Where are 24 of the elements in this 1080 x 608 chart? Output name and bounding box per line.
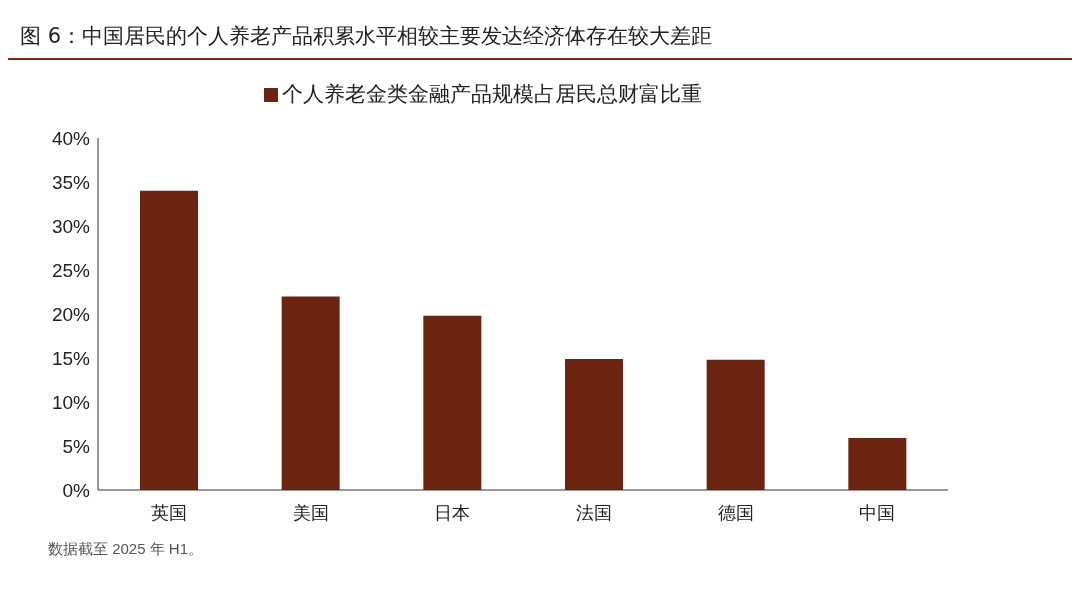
y-tick-label: 10%: [51, 391, 91, 413]
chart-title: 图 6：中国居民的个人养老产品积累水平相较主要发达经济体存在较大差距: [8, 8, 1072, 60]
bar: [423, 315, 482, 490]
bar: [281, 296, 340, 490]
x-tick-label: 中国: [859, 502, 896, 523]
y-tick-label: 35%: [51, 171, 91, 193]
y-tick-label: 20%: [51, 303, 91, 325]
x-tick-label: 英国: [150, 502, 187, 523]
x-tick-label: 法国: [575, 502, 612, 523]
y-tick-label: 40%: [51, 127, 91, 149]
x-tick-label: 德国: [717, 502, 754, 523]
bar: [706, 359, 765, 490]
x-tick-label: 日本: [434, 502, 471, 523]
text: 数据截至 2025 年 H1。: [47, 540, 205, 559]
y-tick-label: 25%: [51, 259, 91, 281]
legend-label: 个人养老金类金融产品规模占居民总财富比重: [282, 82, 702, 105]
bar: [565, 358, 623, 490]
x-tick-label: 美国: [292, 502, 329, 523]
bar: [848, 438, 907, 490]
y-tick-label: 5%: [62, 435, 91, 457]
y-tick-label: 30%: [51, 215, 91, 237]
bar: [140, 190, 198, 490]
y-tick-label: 0%: [62, 479, 91, 501]
y-tick-label: 15%: [51, 347, 91, 369]
